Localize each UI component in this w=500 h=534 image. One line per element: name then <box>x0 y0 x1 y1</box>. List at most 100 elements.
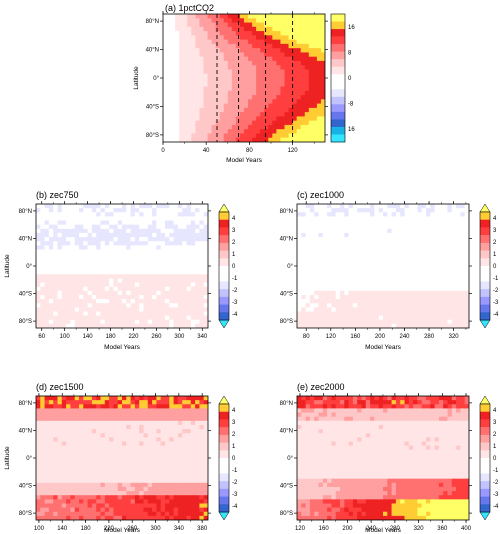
x-tick-label: 80 <box>246 148 253 154</box>
heat-cell <box>61 274 67 279</box>
heat-cell <box>426 220 431 226</box>
heat-cell <box>308 26 314 32</box>
heat-cell <box>70 261 76 267</box>
heat-cell <box>199 282 205 288</box>
heat-cell <box>66 441 71 447</box>
heat-cell <box>40 261 46 267</box>
heat-cell <box>322 237 328 242</box>
heat-cell <box>109 416 114 422</box>
heat-cell <box>96 257 102 263</box>
heat-cell <box>344 286 350 292</box>
heat-cell <box>113 307 119 313</box>
heat-cell <box>100 294 106 300</box>
heat-cell <box>252 22 257 28</box>
heat-cell <box>152 470 157 476</box>
heat-cell <box>244 65 249 71</box>
heat-cell <box>312 73 318 79</box>
heat-cell <box>173 470 179 476</box>
heat-cell <box>207 133 213 139</box>
heat-cell <box>395 241 401 246</box>
heat-cell <box>109 412 114 418</box>
heat-cell <box>44 220 50 226</box>
heat-cell <box>147 311 153 317</box>
heat-cell <box>335 299 341 304</box>
heat-cell <box>57 404 63 409</box>
heat-cell <box>186 228 192 234</box>
heat-cell <box>219 56 225 62</box>
heat-cell <box>239 112 245 117</box>
heat-cell <box>357 249 363 255</box>
heat-cell <box>248 120 253 126</box>
heat-cell <box>175 86 180 92</box>
heat-cell <box>434 319 440 325</box>
heat-cell <box>357 216 363 222</box>
heat-cell <box>395 294 401 300</box>
heat-cell <box>301 212 307 217</box>
heat-cell <box>383 204 388 209</box>
heat-cell <box>413 303 418 308</box>
heat-cell <box>36 270 41 275</box>
heat-cell <box>207 86 213 92</box>
heat-cell <box>195 245 200 251</box>
heat-cell <box>190 249 196 255</box>
heat-cell <box>143 437 149 443</box>
heat-cell <box>304 56 310 62</box>
heat-cell <box>91 429 97 434</box>
heat-cell <box>304 99 310 105</box>
heat-cell <box>211 137 217 142</box>
heat-cell <box>464 266 469 271</box>
heat-cell <box>57 311 63 317</box>
heat-cell <box>244 39 249 45</box>
heat-cell <box>126 274 132 279</box>
heat-cell <box>147 232 153 238</box>
heat-cell <box>160 404 166 409</box>
heat-cell <box>378 208 384 213</box>
heat-cell <box>404 315 410 321</box>
heat-cell <box>309 249 315 255</box>
heat-cell <box>113 266 119 271</box>
heat-cell <box>83 466 89 471</box>
heat-cell <box>182 424 188 430</box>
heat-cell <box>57 462 63 467</box>
heat-cell <box>79 437 84 443</box>
heat-cell <box>417 319 423 325</box>
heat-cell <box>130 441 136 447</box>
heat-cell <box>443 319 449 325</box>
heat-cell <box>268 95 273 100</box>
heat-cell <box>276 90 282 96</box>
heat-cell <box>215 107 221 113</box>
heat-cell <box>139 486 145 492</box>
heat-cell <box>186 237 192 242</box>
heat-cell <box>408 261 414 267</box>
heat-cell <box>139 232 145 238</box>
heat-cell <box>186 491 192 496</box>
heat-cell <box>182 286 188 292</box>
heat-cell <box>308 65 314 71</box>
heat-cell <box>152 515 157 520</box>
heat-cell <box>36 400 41 405</box>
heat-cell <box>126 323 132 328</box>
heat-cell <box>139 482 145 488</box>
heat-cell <box>434 224 440 230</box>
heat-cell <box>165 449 170 455</box>
heat-cell <box>203 290 208 296</box>
heat-cell <box>304 95 310 100</box>
heat-cell <box>165 466 170 471</box>
heat-cell <box>169 294 175 300</box>
heat-cell <box>288 133 294 139</box>
heat-cell <box>91 303 97 308</box>
heat-cell <box>318 249 324 255</box>
heat-cell <box>36 466 41 471</box>
heat-cell <box>361 278 367 284</box>
heat-cell <box>464 212 469 217</box>
heat-cell <box>443 237 449 242</box>
heat-cell <box>284 48 290 53</box>
heat-cell <box>36 245 41 251</box>
heat-cell <box>203 95 209 100</box>
heat-cell <box>191 69 196 75</box>
heat-cell <box>130 429 136 434</box>
heat-cell <box>312 129 318 135</box>
heat-cell <box>61 400 67 405</box>
heat-cell <box>227 129 233 135</box>
heat-cell <box>322 261 328 267</box>
